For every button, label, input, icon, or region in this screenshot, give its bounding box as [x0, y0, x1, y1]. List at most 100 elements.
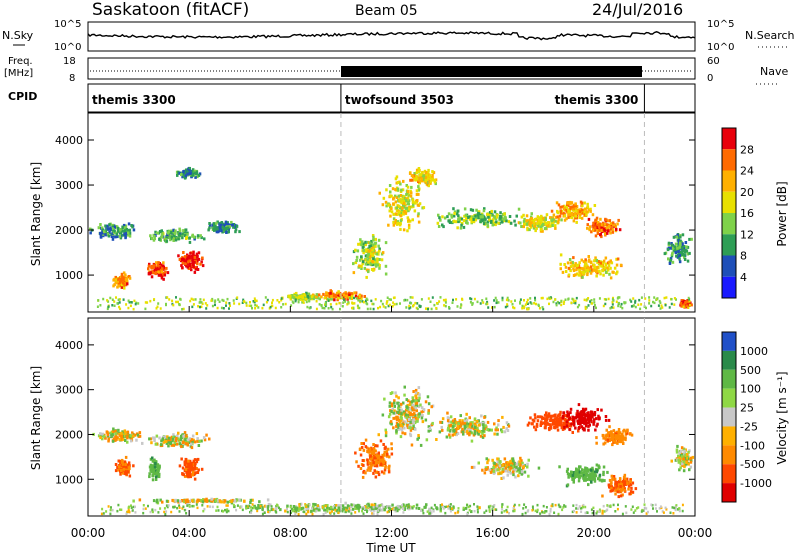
power-cell: [427, 171, 430, 175]
power-cell: [390, 194, 393, 198]
power-cell: [589, 209, 592, 213]
velocity-cell: [481, 468, 484, 472]
power-ground-cell: [688, 303, 691, 307]
power-ground-cell: [411, 296, 414, 299]
velocity-cell: [581, 427, 585, 430]
velocity-cell: [369, 447, 372, 451]
power-cell: [462, 225, 466, 229]
velocity-cell: [582, 411, 585, 415]
power-cell: [538, 216, 541, 220]
power-cell: [574, 214, 577, 218]
power-cell: [118, 234, 122, 238]
power-cell: [472, 217, 475, 221]
power-ground-cell: [604, 302, 607, 306]
velocity-cell: [148, 465, 152, 469]
velocity-cell: [115, 437, 118, 441]
velocity-cell: [415, 397, 418, 400]
power-ground-cell: [630, 300, 633, 303]
power-colorbar-swatch-6: [722, 255, 736, 277]
power-ground-cell: [125, 303, 128, 306]
power-ground-cell: [663, 296, 666, 300]
velocity-cell: [377, 457, 380, 461]
velocity-cell: [196, 437, 199, 441]
power-ground-cell: [384, 306, 387, 309]
power-cell: [606, 223, 609, 227]
power-ground-cell: [165, 302, 167, 306]
power-cell: [613, 266, 617, 270]
velocity-cell: [117, 428, 120, 432]
velocity-cell: [441, 428, 444, 432]
date-title: 24/Jul/2016: [592, 0, 683, 19]
power-ground-cell: [232, 299, 235, 302]
velocity-cell: [183, 460, 186, 464]
power-cell: [682, 247, 686, 251]
power-cell: [372, 268, 375, 272]
power-cell: [153, 237, 156, 241]
power-cell: [674, 249, 677, 253]
velocity-cell: [410, 400, 414, 404]
velocity-cell: [393, 401, 396, 405]
power-cell: [360, 267, 363, 270]
power-cell: [378, 191, 381, 195]
velocity-cell: [126, 463, 129, 467]
power-ground-cell: [252, 300, 255, 303]
velocity-cell: [195, 467, 198, 470]
velocity-cell: [170, 443, 174, 447]
velocity-cell: [587, 411, 590, 415]
power-ground-cell: [294, 298, 297, 301]
power-ground-cell: [556, 300, 559, 304]
velocity-cell: [130, 439, 133, 443]
power-ground-cell: [202, 298, 205, 302]
power-ground-cell: [526, 298, 529, 302]
power-ground-cell: [228, 302, 231, 305]
power-cell: [537, 218, 541, 222]
power-ground-cell: [504, 305, 507, 309]
velocity-cell: [501, 463, 504, 467]
power-ground-cell: [370, 299, 373, 303]
velocity-cell: [372, 443, 375, 446]
power-cell: [350, 295, 353, 299]
power-cell: [437, 213, 440, 217]
velocity-cell: [511, 463, 515, 467]
power-ground-cell: [382, 305, 385, 308]
power-cell: [232, 225, 235, 229]
power-cell: [586, 205, 590, 209]
power-cell: [150, 266, 153, 270]
power-cell: [401, 206, 404, 210]
power-cell: [568, 208, 571, 211]
power-cell: [571, 260, 574, 264]
velocity-cell: [384, 434, 388, 438]
power-cell: [411, 175, 415, 179]
velocity-cell: [512, 459, 515, 463]
power-cell: [371, 245, 374, 249]
velocity-cell: [403, 385, 406, 389]
velocity-cell: [183, 463, 187, 466]
velocity-cell: [187, 438, 190, 442]
power-cell: [191, 171, 194, 175]
power-ground-cell: [177, 300, 179, 304]
power-ground-cell: [97, 299, 100, 302]
power-cell: [500, 220, 504, 224]
velocity-panel-frame: [87, 317, 696, 517]
velocity-cell: [190, 442, 193, 446]
power-cell: [225, 231, 228, 234]
power-ground-cell: [326, 297, 329, 301]
velocity-cell: [174, 439, 178, 443]
velocity-cell: [595, 441, 598, 445]
power-cell: [117, 282, 121, 286]
velocity-cell: [564, 422, 568, 426]
velocity-cell: [154, 478, 158, 481]
power-ground-cell: [523, 299, 525, 302]
power-cell: [185, 264, 188, 268]
velocity-cell: [413, 412, 416, 416]
velocity-cell: [286, 504, 289, 508]
power-cell: [395, 175, 399, 179]
power-cell: [392, 217, 396, 221]
power-ground-cell: [439, 296, 442, 299]
power-cell: [670, 242, 673, 245]
power-cell: [120, 272, 124, 276]
power-ground-cell: [301, 299, 304, 302]
power-cell: [370, 239, 373, 243]
velocity-cell: [483, 415, 486, 419]
power-cell: [577, 209, 580, 212]
